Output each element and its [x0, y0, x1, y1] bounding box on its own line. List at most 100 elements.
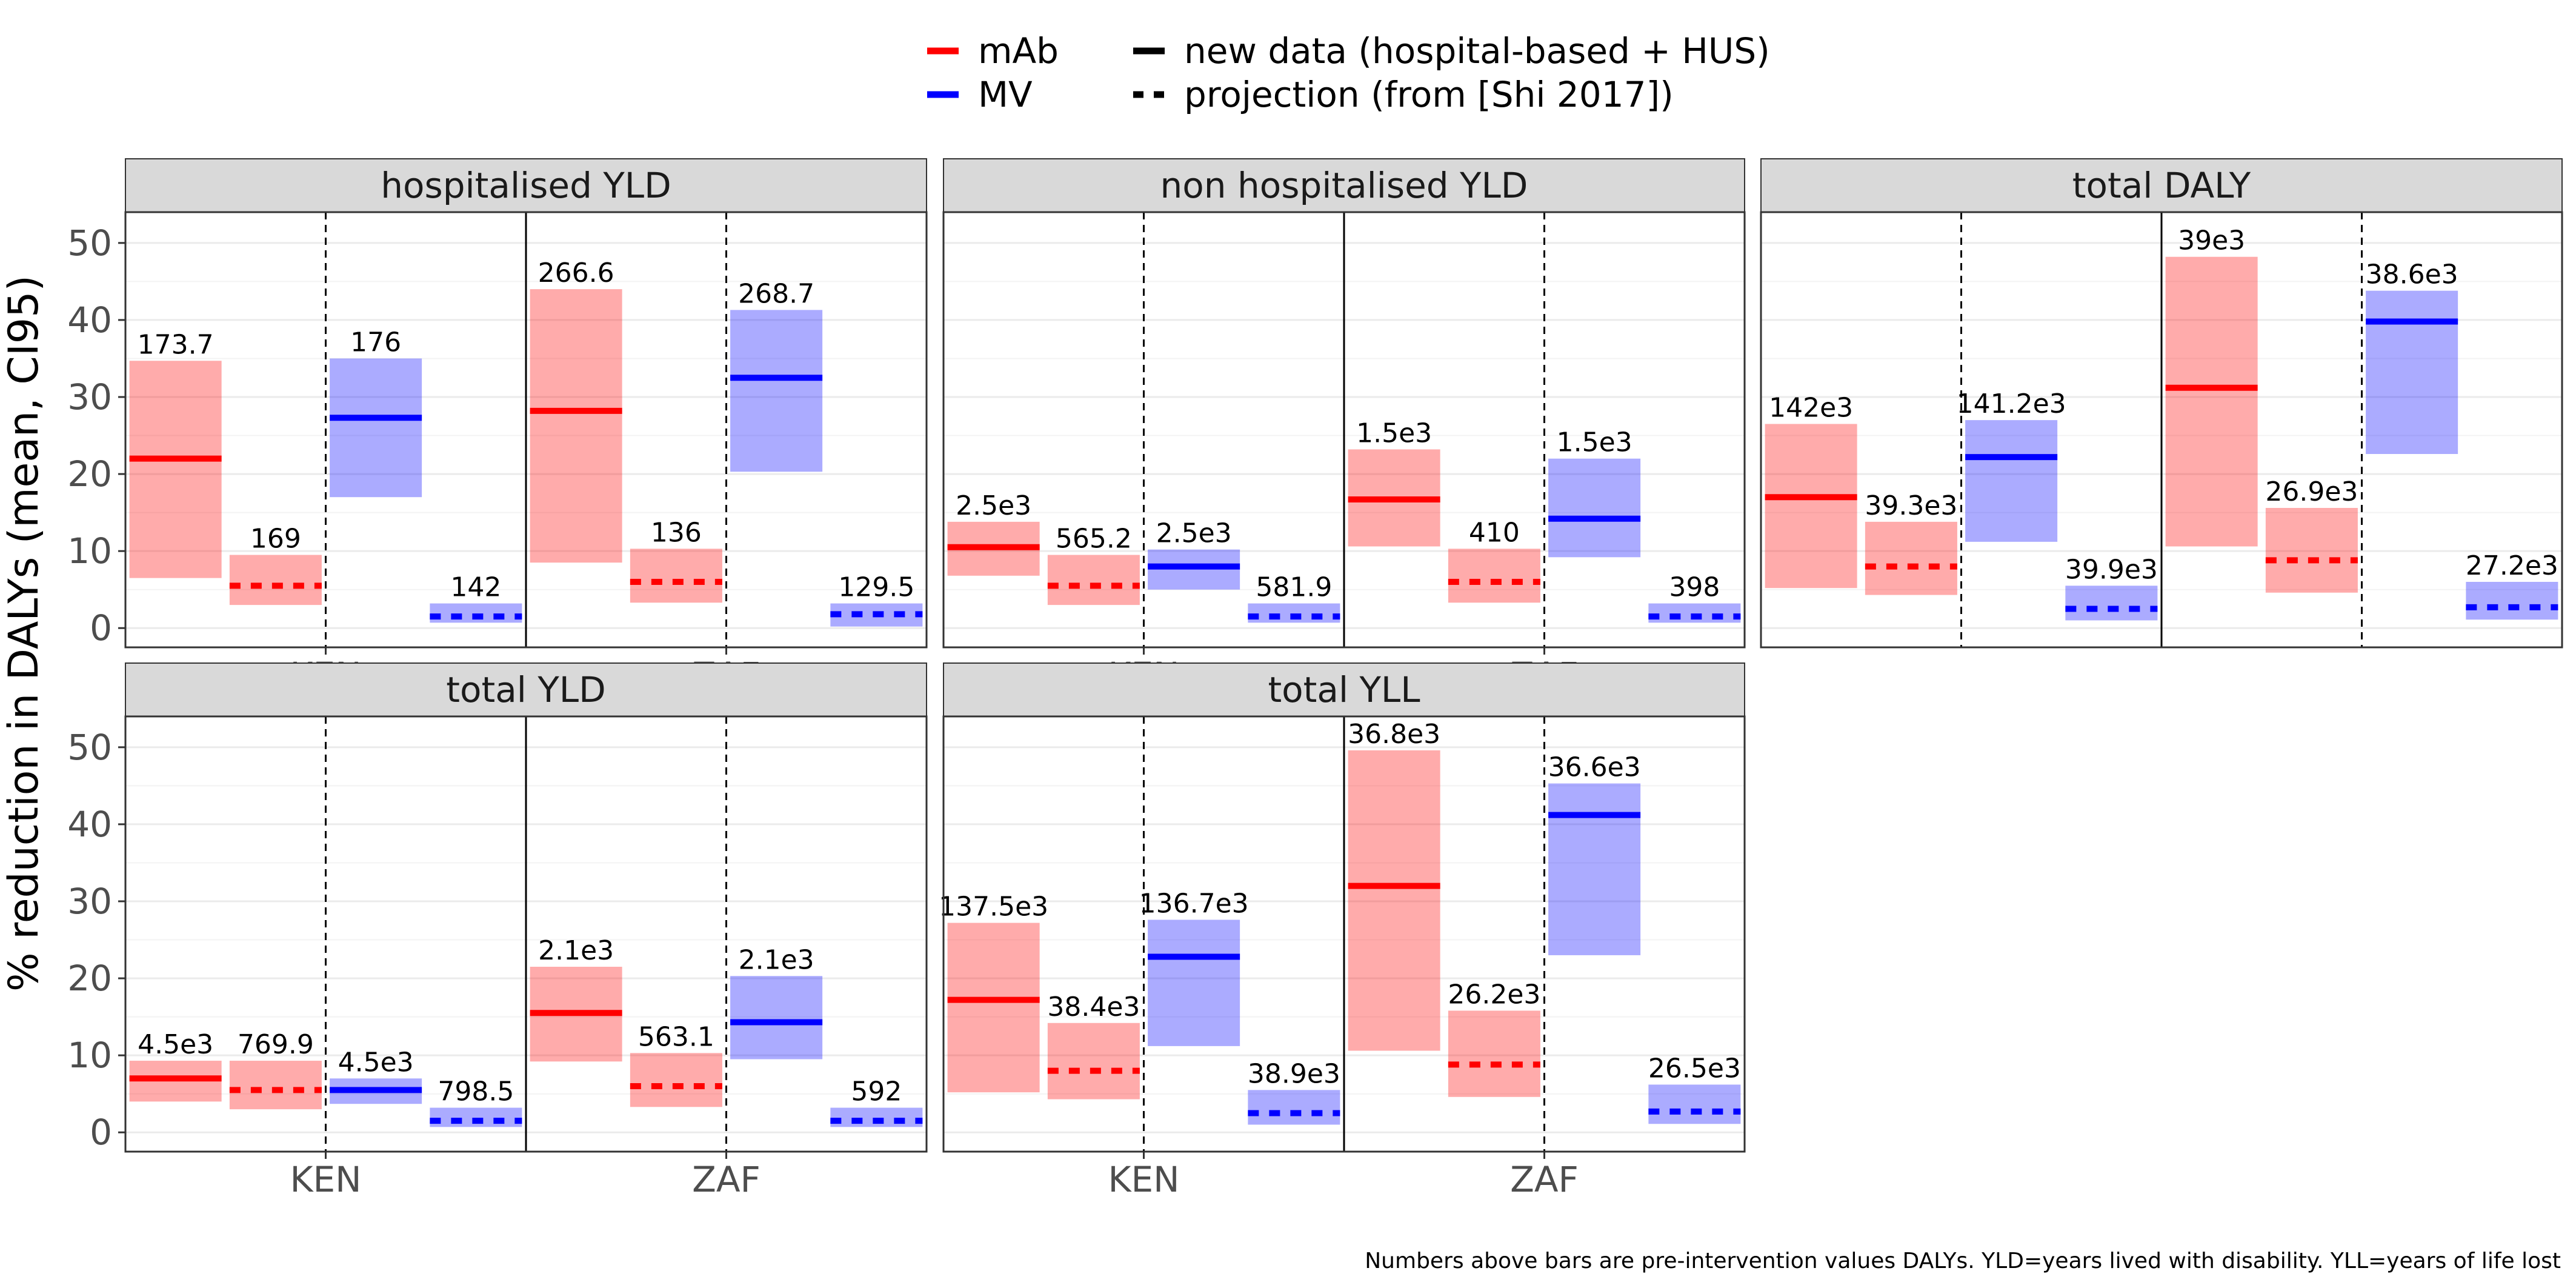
bar-value-label: 129.5 — [838, 572, 914, 603]
bar-value-label: 27.2e3 — [2466, 550, 2558, 581]
ci-bar — [530, 289, 622, 563]
y-tick-label: 10 — [67, 1035, 112, 1076]
ci-bar — [2366, 290, 2458, 455]
ci-bar — [630, 1053, 722, 1107]
facet-strip — [943, 662, 1745, 717]
bar-value-label: 173.7 — [138, 329, 214, 360]
facet-panel: hospitalised YLD 0 10 20 30 40 50 173.7 169 176 14… — [67, 158, 928, 696]
ci-bar — [630, 549, 722, 603]
legend-item: mAb — [927, 30, 1059, 72]
y-tick-label: 30 — [67, 376, 112, 418]
ci-bar — [1148, 549, 1240, 590]
y-tick-label: 10 — [67, 530, 112, 572]
bar-value-label: 581.9 — [1256, 572, 1332, 603]
facet-panel: total DALY 142e3 39.3e3 141.2e3 39.9e3 39e3 26… — [1760, 158, 2563, 649]
bar-value-label: 142 — [450, 572, 501, 603]
bar-value-label: 142e3 — [1769, 392, 1853, 423]
facet-title: total DALY — [2072, 165, 2251, 206]
y-tick-label: 40 — [67, 299, 112, 341]
ci-bar — [1248, 1090, 1340, 1125]
bar-value-label: 268.7 — [738, 278, 814, 309]
bar-value-label: 592 — [851, 1076, 902, 1107]
y-tick-label: 20 — [67, 453, 112, 495]
ci-bar — [2466, 581, 2558, 620]
bar-value-label: 38.9e3 — [1248, 1058, 1340, 1089]
legend-label: mAb — [978, 30, 1059, 72]
ci-bar — [229, 1061, 322, 1110]
y-tick-label: 50 — [67, 222, 112, 264]
panel-border — [942, 211, 1746, 649]
ci-bar — [430, 603, 522, 623]
bar-value-label: 38.4e3 — [1047, 992, 1140, 1023]
x-tick-label: KEN — [1108, 1159, 1179, 1200]
bar-value-label: 2.5e3 — [956, 490, 1031, 521]
x-tick-label: ZAF — [1510, 1159, 1579, 1200]
y-axis-label: % reduction in DALYs (mean, CI95) — [0, 275, 48, 992]
x-tick-label: ZAF — [692, 1159, 760, 1200]
bar-value-label: 39.3e3 — [1865, 490, 1957, 521]
ci-bar — [730, 976, 823, 1059]
ci-bar — [830, 1107, 923, 1127]
facet-title: non hospitalised YLD — [1160, 165, 1528, 206]
facet-panel: non hospitalised YLD 2.5e3 565.2 2.5e3 581.9… — [942, 158, 1746, 696]
panel-border — [124, 211, 928, 649]
bar-value-label: 769.9 — [238, 1029, 314, 1060]
y-tick-label: 40 — [67, 804, 112, 845]
y-tick-label: 20 — [67, 958, 112, 999]
ci-bar — [1248, 603, 1340, 623]
panel-border — [942, 715, 1746, 1153]
y-tick-label: 50 — [67, 727, 112, 768]
ci-bar — [129, 361, 222, 578]
facet-panel: total YLL 137.5e3 38.4e3 136.7e3 38.9e3 KEN 36… — [939, 662, 1746, 1200]
bar-value-label: 2.1e3 — [538, 935, 614, 966]
bar-value-label: 39e3 — [2178, 225, 2245, 256]
ci-bar — [1865, 521, 1957, 595]
legend-label: projection (from [Shi 2017]) — [1184, 74, 1674, 115]
bar-value-label: 36.6e3 — [1548, 752, 1641, 783]
bar-value-label: 26.9e3 — [2265, 476, 2358, 507]
bar-value-label: 2.5e3 — [1156, 518, 1232, 549]
y-tick-label: 30 — [67, 881, 112, 922]
ci-bar — [947, 923, 1040, 1093]
bar-value-label: 141.2e3 — [1957, 389, 2066, 419]
ci-bar — [1148, 919, 1240, 1046]
facet-title: total YLD — [446, 669, 605, 710]
bar-value-label: 1.5e3 — [1356, 418, 1432, 449]
facet-panel: total YLD 0 10 20 30 40 50 4.5e3 769.9 4.5e3 798.5… — [67, 662, 928, 1200]
legend-item: new data (hospital-based + HUS) — [1133, 30, 1770, 72]
ci-bar — [2265, 507, 2358, 593]
y-tick-label: 0 — [90, 607, 112, 649]
bar-value-label: 136.7e3 — [1139, 888, 1249, 919]
bar-value-label: 136 — [651, 517, 702, 548]
bar-value-label: 4.5e3 — [338, 1047, 414, 1078]
bar-value-label: 798.5 — [438, 1076, 514, 1107]
bar-value-label: 1.5e3 — [1557, 427, 1632, 458]
facet-strip — [1760, 158, 2563, 213]
ci-bar — [1548, 458, 1641, 558]
bar-value-label: 2.1e3 — [739, 944, 814, 975]
ci-bar — [1648, 603, 1741, 623]
ci-bar — [1548, 783, 1641, 955]
x-tick-label: KEN — [290, 1159, 361, 1200]
ci-bar — [1047, 1023, 1140, 1099]
legend-item: projection (from [Shi 2017]) — [1133, 74, 1674, 115]
facet-strip — [943, 158, 1745, 213]
bar-value-label: 563.1 — [638, 1021, 714, 1052]
bar-value-label: 39.9e3 — [2065, 554, 2158, 585]
facet-title: total YLL — [1268, 669, 1420, 710]
ci-bar — [730, 310, 823, 472]
legend-item: MV — [927, 74, 1033, 115]
bar-value-label: 176 — [350, 327, 401, 358]
ci-bar — [229, 555, 322, 606]
ci-bar — [1448, 1010, 1540, 1097]
y-tick-label: 0 — [90, 1112, 112, 1153]
ci-bar — [1348, 750, 1440, 1051]
panel-border — [124, 715, 928, 1153]
bar-value-label: 565.2 — [1056, 524, 1132, 555]
facet-title: hospitalised YLD — [381, 165, 671, 206]
bar-value-label: 36.8e3 — [1348, 719, 1440, 750]
bar-value-label: 38.6e3 — [2366, 259, 2458, 290]
ci-bar — [330, 358, 422, 498]
bar-value-label: 266.6 — [538, 258, 614, 289]
